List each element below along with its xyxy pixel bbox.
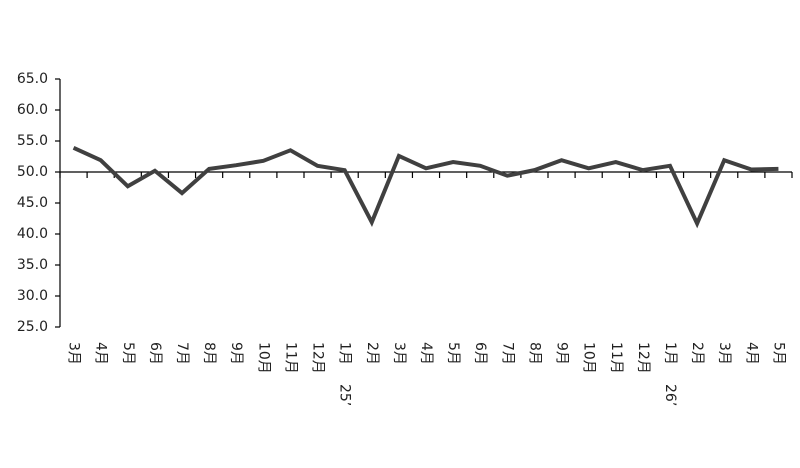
y-tick-label: 45.0 [17, 195, 48, 211]
y-tick-label: 40.0 [17, 226, 48, 242]
y-tick-label: 65.0 [17, 71, 48, 87]
x-tick-label: 12月 [310, 342, 326, 374]
x-tick-label: 4月 [743, 342, 759, 365]
x-tick-label: 11月 [608, 342, 624, 374]
x-tick-label: 6月 [472, 342, 488, 365]
x-tick-label: 9月 [554, 342, 570, 365]
x-group-label: 25’ [337, 384, 353, 406]
x-tick-label: 8月 [526, 342, 542, 365]
x-tick-label: 11月 [282, 342, 298, 374]
x-tick-label: 7月 [174, 342, 190, 365]
data-line [72, 146, 779, 229]
x-tick-label: 5月 [770, 342, 786, 365]
x-group-label: 26’ [662, 384, 678, 406]
x-tick-label: 3月 [66, 342, 82, 365]
y-tick-label: 25.0 [17, 319, 48, 335]
x-tick-label: 10月 [255, 342, 271, 374]
x-tick-label: 7月 [499, 342, 515, 365]
x-tick-label: 2月 [364, 342, 380, 365]
x-tick-label: 3月 [391, 342, 407, 365]
x-tick-label: 4月 [93, 342, 109, 365]
y-tick-label: 35.0 [17, 257, 48, 273]
y-tick-label: 60.0 [17, 102, 48, 118]
x-tick-label: 5月 [120, 342, 136, 365]
x-tick-label: 12月 [635, 342, 651, 374]
x-tick-label: 3月 [716, 342, 732, 365]
x-tick-label: 2月 [689, 342, 705, 365]
x-tick-label: 10月 [581, 342, 597, 374]
x-tick-label: 1月 [662, 342, 678, 365]
y-tick-label: 55.0 [17, 133, 48, 149]
y-tick-label: 50.0 [17, 164, 48, 180]
y-tick-label: 30.0 [17, 288, 48, 304]
x-tick-label: 9月 [228, 342, 244, 365]
x-tick-label: 4月 [418, 342, 434, 365]
x-tick-label: 8月 [201, 342, 217, 365]
x-tick-label: 1月 [337, 342, 353, 365]
x-tick-label: 6月 [147, 342, 163, 365]
x-tick-label: 5月 [445, 342, 461, 365]
